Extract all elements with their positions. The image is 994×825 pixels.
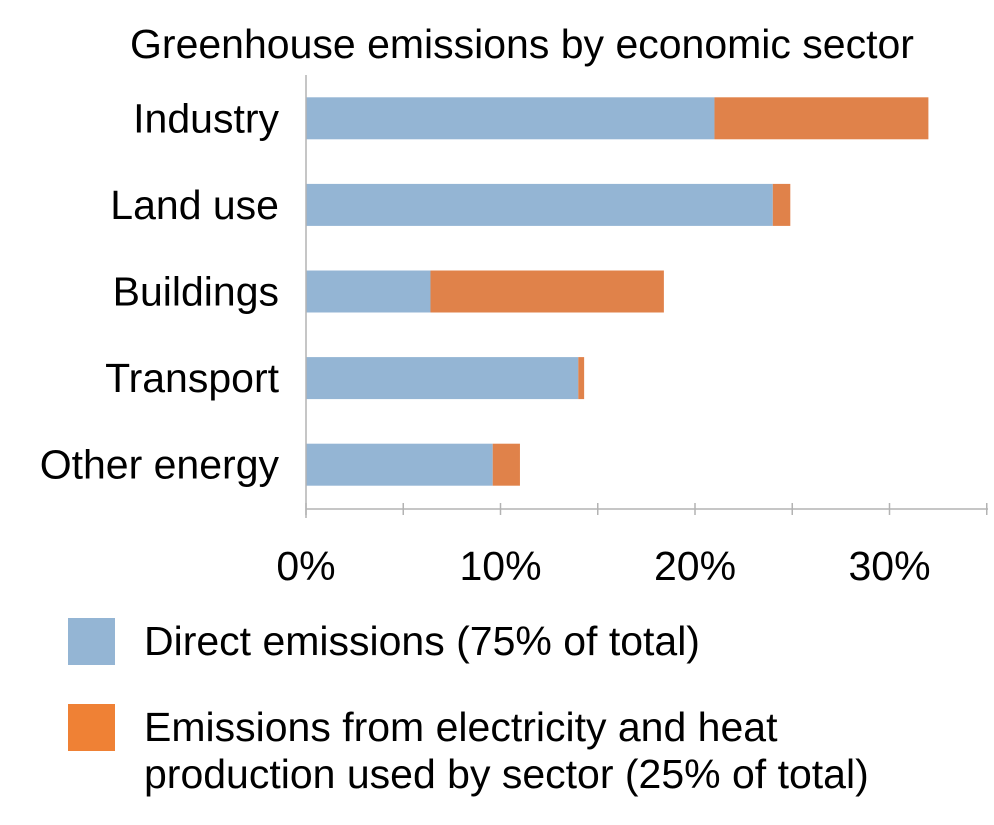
legend-label-direct: Direct emissions (75% of total) [144, 618, 700, 664]
x-tick-label: 20% [654, 543, 736, 589]
legend-label-electricity-heat: Emissions from electricity and heat prod… [144, 704, 869, 797]
tick-labels: 0% 10% 20% 30% [276, 543, 930, 589]
category-label-other-energy: Other energy [40, 442, 280, 488]
bar-other-energy-direct [306, 443, 493, 486]
chart-title: Greenhouse emissions by economic sector [130, 21, 914, 67]
bar-other-energy-electricity-heat [492, 443, 520, 486]
x-tick-label: 30% [848, 543, 930, 589]
bar-transport-direct [306, 357, 579, 400]
category-label-buildings: Buildings [113, 269, 279, 315]
bar-industry-electricity-heat [714, 97, 929, 140]
bar-land-use-electricity-heat [772, 183, 791, 226]
bar-buildings-electricity-heat [430, 270, 664, 313]
legend-swatch-electricity-heat [68, 704, 115, 751]
x-tick-label: 10% [459, 543, 541, 589]
x-tick-label: 0% [276, 543, 335, 589]
category-label-industry: Industry [133, 95, 279, 141]
bar-transport-electricity-heat [578, 357, 585, 400]
bar-land-use-direct [306, 183, 773, 226]
bar-industry-direct [306, 97, 715, 140]
category-label-land-use: Land use [110, 182, 279, 228]
chart: Greenhouse emissions by economic sector … [40, 21, 988, 589]
category-label-transport: Transport [105, 355, 280, 401]
legend-item-electricity-heat: Emissions from electricity and heat prod… [68, 704, 964, 798]
legend-item-direct: Direct emissions (75% of total) [68, 618, 964, 665]
axes [305, 75, 988, 518]
bar-buildings-direct [306, 270, 431, 313]
bars [306, 97, 929, 486]
category-labels: Industry Land use Buildings Transport Other … [40, 95, 280, 487]
legend-swatch-direct [68, 618, 115, 665]
